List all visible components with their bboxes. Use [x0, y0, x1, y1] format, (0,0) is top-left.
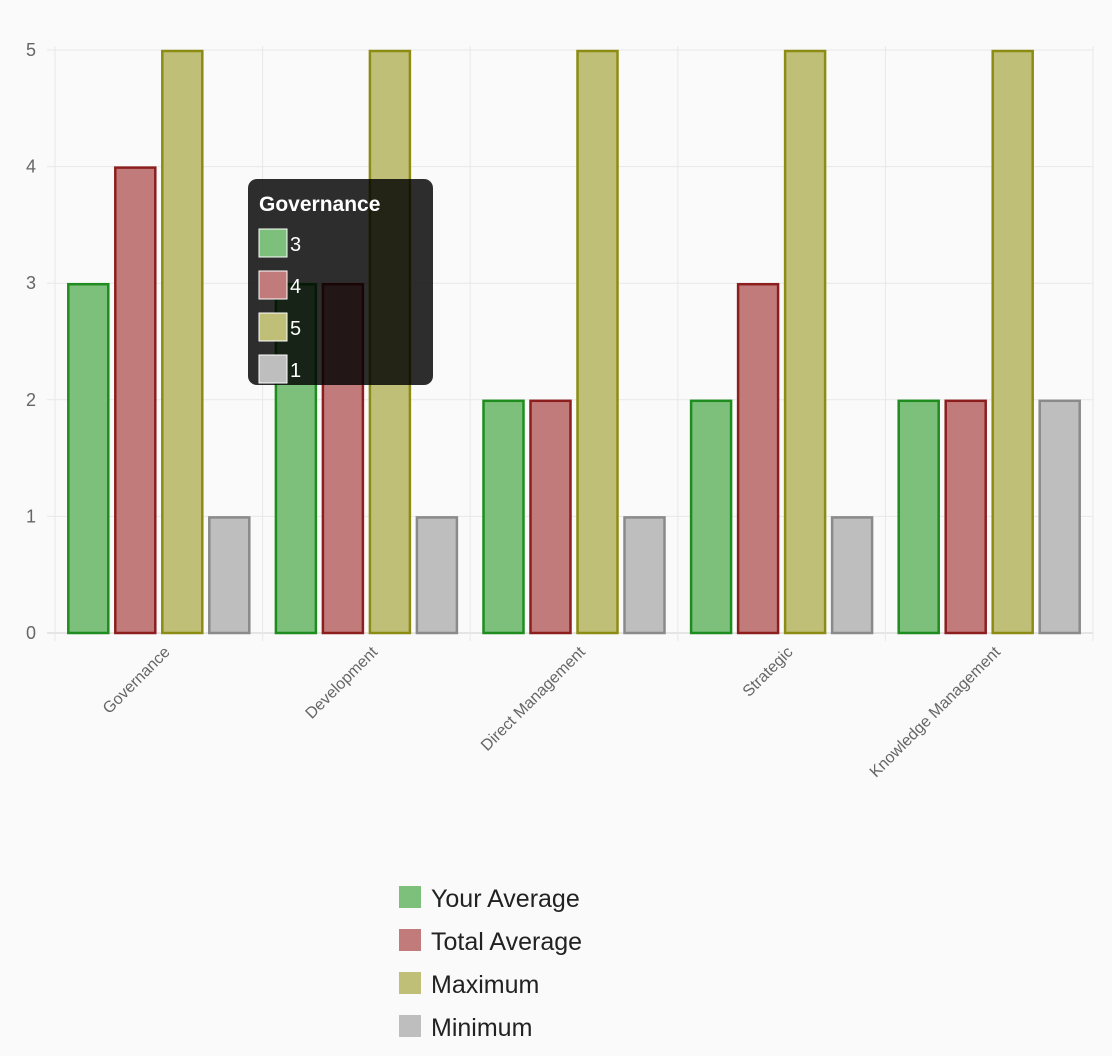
- bar-minimum-strategic[interactable]: [830, 516, 874, 635]
- legend-label: Maximum: [431, 971, 539, 999]
- tooltip-swatch: [258, 312, 288, 342]
- legend: Your Average Total Average Maximum Minimum: [399, 885, 582, 1042]
- bar-maximum-strategic[interactable]: [783, 49, 827, 635]
- legend-item-minimum[interactable]: Minimum: [399, 1014, 532, 1042]
- legend-label: Your Average: [431, 885, 580, 913]
- legend-label: Total Average: [431, 928, 582, 956]
- legend-item-total-average[interactable]: Total Average: [399, 928, 582, 956]
- tooltip-swatch: [258, 354, 288, 384]
- bar-minimum-governance[interactable]: [208, 516, 251, 635]
- bar-your-average-knowledge-management[interactable]: [897, 399, 940, 635]
- y-tick-label: 0: [26, 623, 36, 643]
- bar-your-average-direct-management[interactable]: [482, 399, 525, 635]
- x-axis: Governance Development Direct Management St…: [100, 643, 1004, 781]
- x-tick-label: Strategic: [740, 644, 797, 701]
- tooltip-swatch: [258, 228, 288, 258]
- bar-maximum-knowledge-management[interactable]: [991, 49, 1034, 635]
- legend-item-your-average[interactable]: Your Average: [399, 885, 580, 913]
- bar-your-average-strategic[interactable]: [689, 399, 733, 635]
- bar-minimum-knowledge-management[interactable]: [1038, 399, 1081, 635]
- bar-total-average-governance[interactable]: [114, 166, 157, 635]
- y-tick-label: 5: [26, 40, 36, 60]
- bar-total-average-direct-management[interactable]: [529, 399, 572, 635]
- x-tick-label: Direct Management: [478, 643, 589, 754]
- bar-maximum-direct-management[interactable]: [576, 49, 619, 635]
- bar-your-average-governance[interactable]: [67, 282, 110, 635]
- tooltip-title: Governance: [259, 193, 380, 216]
- y-axis: 0 1 2 3 4 5: [26, 40, 36, 643]
- x-tick-label: Development: [303, 643, 382, 722]
- legend-swatch: [399, 1015, 421, 1037]
- y-tick-label: 4: [26, 157, 36, 177]
- bar-maximum-governance[interactable]: [161, 49, 204, 635]
- bar-minimum-direct-management[interactable]: [623, 516, 666, 635]
- y-tick-label: 2: [26, 390, 36, 410]
- tooltip-value: 1: [290, 360, 301, 382]
- tooltip-value: 3: [290, 234, 301, 256]
- tooltip-swatch: [258, 270, 288, 300]
- tooltip-box: [248, 179, 433, 385]
- y-tick-label: 3: [26, 273, 36, 293]
- tooltip-value: 4: [290, 276, 301, 298]
- tooltip-value: 5: [290, 318, 301, 340]
- legend-label: Minimum: [431, 1014, 532, 1042]
- x-tick-label: Governance: [100, 644, 174, 718]
- y-tick-label: 1: [26, 506, 36, 526]
- bar-total-average-knowledge-management[interactable]: [944, 399, 987, 635]
- legend-item-maximum[interactable]: Maximum: [399, 971, 539, 999]
- legend-swatch: [399, 886, 421, 908]
- legend-swatch: [399, 929, 421, 951]
- legend-swatch: [399, 972, 421, 994]
- tooltip: Governance 3 4 5 1: [248, 179, 433, 385]
- bars: [67, 49, 1081, 635]
- bar-total-average-strategic[interactable]: [736, 282, 780, 635]
- x-tick-label: Knowledge Management: [867, 643, 1005, 781]
- bar-minimum-development[interactable]: [415, 516, 459, 635]
